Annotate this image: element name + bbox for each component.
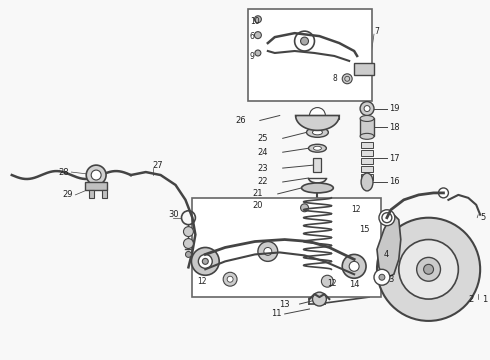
Ellipse shape (360, 116, 374, 121)
Circle shape (439, 188, 448, 198)
Circle shape (86, 165, 106, 185)
Text: 27: 27 (153, 161, 163, 170)
Circle shape (342, 74, 352, 84)
Bar (361, 174, 373, 180)
Bar (361, 142, 373, 148)
Text: 2: 2 (468, 294, 473, 303)
Circle shape (416, 257, 441, 281)
Circle shape (342, 255, 366, 278)
Ellipse shape (314, 146, 321, 150)
Text: 1: 1 (482, 294, 488, 303)
Circle shape (223, 272, 237, 286)
Text: 25: 25 (257, 134, 268, 143)
Circle shape (183, 227, 194, 237)
Text: 26: 26 (235, 116, 246, 125)
Bar (361, 150, 373, 156)
Bar (295, 116, 339, 120)
Text: 3: 3 (389, 275, 394, 284)
Ellipse shape (301, 183, 333, 193)
Ellipse shape (361, 173, 373, 191)
Text: 10: 10 (250, 17, 260, 26)
Text: 12: 12 (327, 279, 337, 288)
Circle shape (91, 170, 101, 180)
Bar (85, 182, 107, 190)
Circle shape (377, 218, 480, 321)
Text: 23: 23 (257, 163, 268, 172)
Circle shape (374, 269, 390, 285)
Text: 19: 19 (389, 104, 399, 113)
Circle shape (227, 276, 233, 282)
Text: 24: 24 (257, 148, 268, 157)
Ellipse shape (360, 133, 374, 139)
Text: 6: 6 (250, 32, 255, 41)
Ellipse shape (307, 127, 328, 137)
Circle shape (202, 258, 208, 264)
Circle shape (300, 204, 309, 212)
Circle shape (424, 264, 434, 274)
Bar (89, 190, 94, 198)
Ellipse shape (313, 130, 322, 135)
Circle shape (360, 102, 374, 116)
Circle shape (185, 251, 192, 257)
Circle shape (399, 239, 458, 299)
Text: 22: 22 (257, 177, 268, 186)
Text: 14: 14 (349, 280, 360, 289)
Circle shape (379, 210, 395, 226)
Text: 29: 29 (63, 190, 74, 199)
Circle shape (254, 16, 261, 23)
Text: 11: 11 (271, 310, 282, 319)
Bar (301, 269, 333, 274)
Polygon shape (377, 215, 401, 279)
Bar (102, 190, 107, 198)
Circle shape (313, 292, 326, 306)
Text: 12: 12 (197, 277, 207, 286)
Ellipse shape (309, 144, 326, 152)
Circle shape (382, 213, 392, 223)
Circle shape (300, 37, 309, 45)
Text: 13: 13 (279, 300, 290, 309)
Circle shape (192, 247, 219, 275)
Bar (314, 158, 321, 172)
Text: 4: 4 (384, 250, 389, 259)
Circle shape (258, 242, 278, 261)
Bar (193, 198, 381, 297)
Text: 12: 12 (351, 205, 361, 214)
Text: 7: 7 (374, 27, 379, 36)
Bar (354, 63, 374, 75)
Text: 17: 17 (389, 154, 399, 163)
Circle shape (384, 215, 390, 221)
Circle shape (379, 274, 385, 280)
Text: 20: 20 (252, 201, 263, 210)
Circle shape (198, 255, 212, 268)
Text: 28: 28 (59, 167, 70, 176)
Text: 21: 21 (252, 189, 263, 198)
Circle shape (255, 50, 261, 56)
Circle shape (310, 108, 325, 123)
Text: 30: 30 (169, 210, 179, 219)
Polygon shape (295, 116, 339, 130)
Text: 5: 5 (480, 213, 486, 222)
Text: 8: 8 (332, 74, 337, 83)
Bar (248, 9, 372, 100)
Text: 18: 18 (389, 123, 399, 132)
Circle shape (364, 105, 370, 112)
Circle shape (349, 261, 359, 271)
Circle shape (254, 32, 261, 39)
Bar (360, 118, 374, 136)
Bar (361, 158, 373, 164)
Text: 16: 16 (389, 177, 399, 186)
Text: 9: 9 (250, 53, 255, 62)
Bar (361, 166, 373, 172)
Text: 15: 15 (359, 225, 369, 234)
Circle shape (294, 31, 315, 51)
Circle shape (321, 275, 333, 287)
Circle shape (264, 247, 272, 255)
Circle shape (183, 239, 194, 248)
